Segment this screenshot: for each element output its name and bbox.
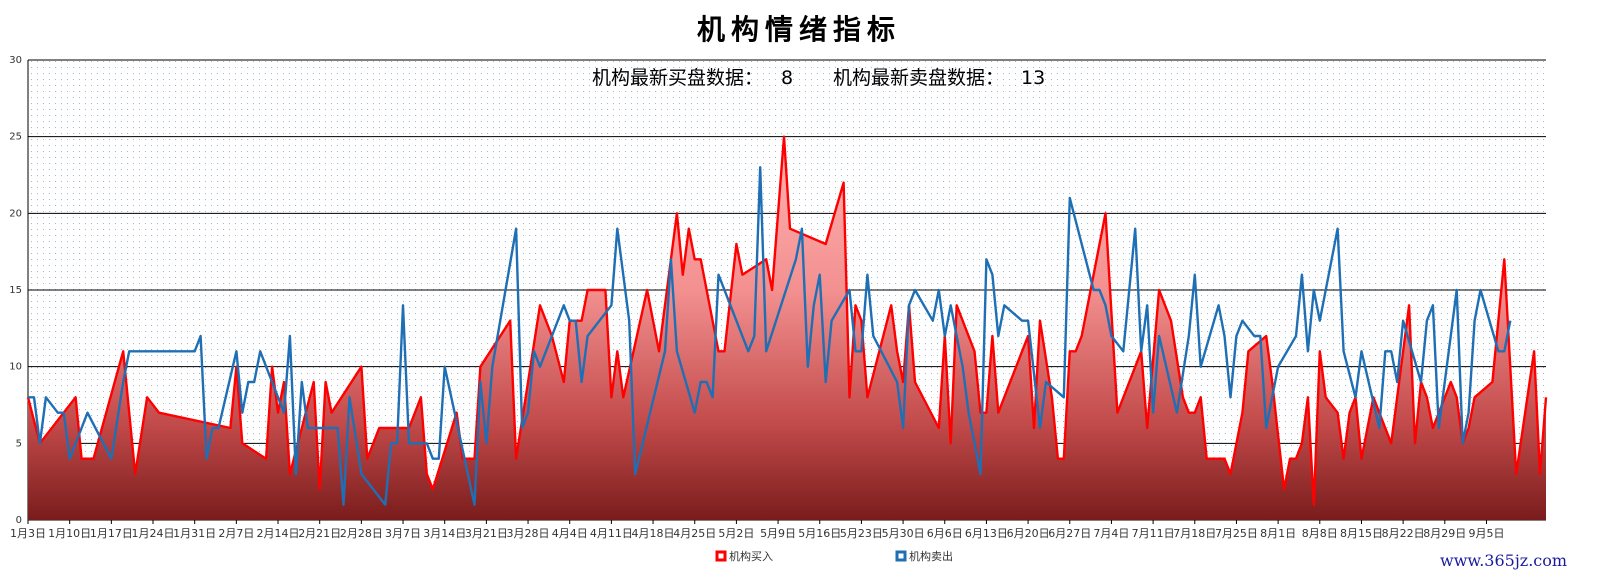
x-tick-label: 4月4日: [552, 527, 588, 540]
x-tick-label: 3月14日: [423, 527, 466, 540]
x-tick-label: 3月28日: [507, 527, 550, 540]
x-tick-label: 8月8日: [1302, 527, 1338, 540]
legend-sell-swatch: [895, 550, 907, 562]
x-tick-label: 1月10日: [48, 527, 91, 540]
x-tick-label: 5月16日: [798, 527, 841, 540]
series-line-sell: [28, 166, 1512, 506]
y-tick-label: 10: [9, 362, 22, 373]
x-tick-label: 6月20日: [1007, 527, 1050, 540]
legend-sell-label: 机构卖出: [909, 549, 953, 563]
x-tick-label: 2月7日: [218, 527, 254, 540]
x-tick-label: 1月3日: [10, 527, 46, 540]
x-tick-label: 6月27日: [1048, 527, 1091, 540]
x-tick-label: 1月24日: [132, 527, 175, 540]
series-line-buy: [26, 135, 1548, 506]
x-tick-label: 9月5日: [1468, 527, 1504, 540]
x-tick-label: 4月11日: [590, 527, 633, 540]
x-tick-label: 6月6日: [927, 527, 963, 540]
x-tick-label: 8月22日: [1382, 527, 1425, 540]
x-tick-label: 7月18日: [1173, 527, 1216, 540]
sell-stat-value: 13: [1021, 67, 1045, 89]
y-tick-label: 30: [9, 55, 22, 66]
buy-stat-value: 8: [781, 67, 793, 89]
x-tick-label: 5月9日: [760, 527, 796, 540]
legend: 机构买入 机构卖出: [715, 549, 953, 563]
x-tick-label: 7月4日: [1093, 527, 1129, 540]
y-tick-label: 5: [16, 438, 22, 449]
x-tick-label: 7月25日: [1215, 527, 1258, 540]
x-tick-label: 8月1日: [1260, 527, 1296, 540]
x-tick-label: 2月21日: [298, 527, 341, 540]
legend-buy-label: 机构买入: [729, 549, 773, 563]
y-axis-ticks: 0 5 10 15 20 25 30: [9, 55, 22, 526]
x-tick-label: 8月29日: [1423, 527, 1466, 540]
sell-stat-label: 机构最新卖盘数据：: [833, 67, 1004, 89]
buy-area: [28, 136, 1546, 520]
x-tick-label: 5月30日: [882, 527, 925, 540]
y-tick-label: 0: [16, 515, 22, 526]
x-tick-label: 1月17日: [90, 527, 133, 540]
series-area-buy: [28, 136, 1546, 520]
watermark: www.365jz.com: [1440, 551, 1567, 570]
y-tick-label: 15: [9, 285, 22, 296]
series-lines: [26, 135, 1548, 506]
x-tick-label: 6月13日: [965, 527, 1008, 540]
x-tick-label: 8月15日: [1340, 527, 1383, 540]
buy-stat-label: 机构最新买盘数据：: [592, 67, 763, 89]
x-tick-label: 4月25日: [673, 527, 716, 540]
x-tick-label: 7月11日: [1132, 527, 1175, 540]
y-tick-label: 20: [9, 208, 22, 219]
x-tick-label: 4月18日: [632, 527, 675, 540]
x-tick-label: 2月28日: [340, 527, 383, 540]
x-tick-label: 3月7日: [385, 527, 421, 540]
x-tick-label: 2月14日: [257, 527, 300, 540]
legend-buy-swatch: [715, 550, 727, 562]
y-tick-label: 25: [9, 132, 22, 143]
x-tick-label: 5月23日: [840, 527, 883, 540]
x-tick-label: 3月21日: [465, 527, 508, 540]
x-tick-label: 5月2日: [718, 527, 754, 540]
chart-title: 机构情绪指标: [696, 13, 901, 46]
x-tick-label: 1月31日: [173, 527, 216, 540]
